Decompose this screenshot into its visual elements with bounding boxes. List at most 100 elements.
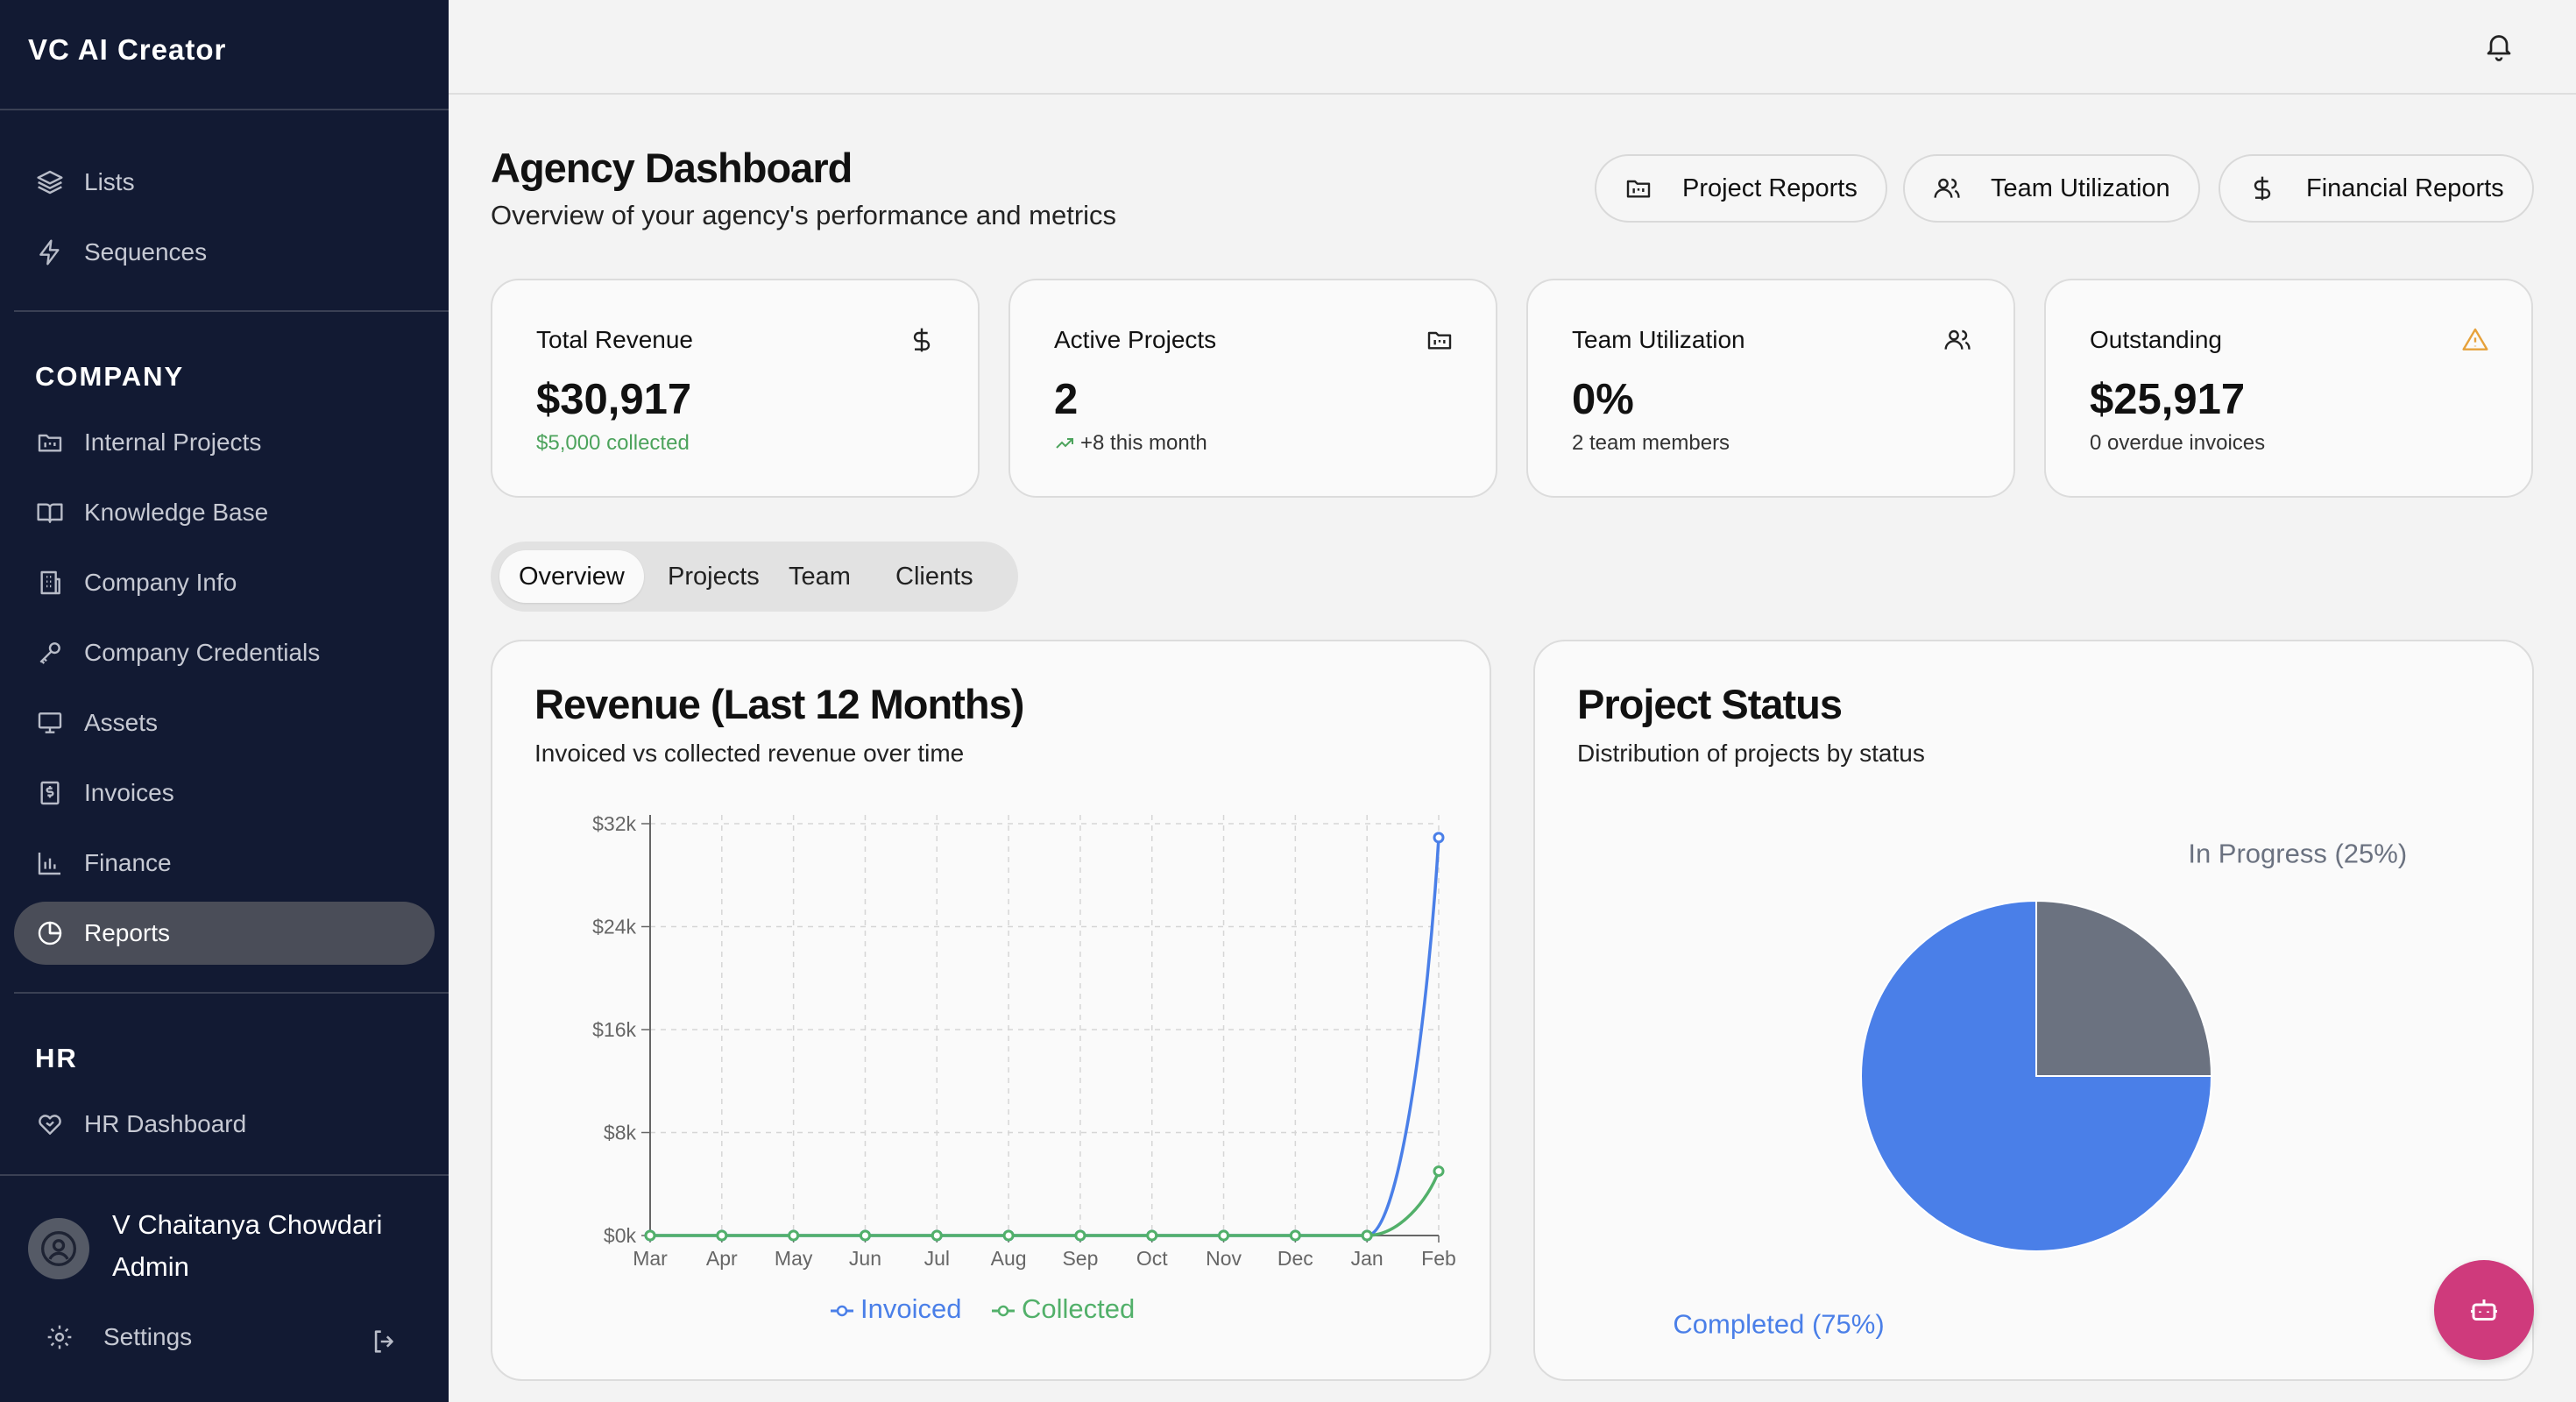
stat-sub: +8 this month bbox=[1054, 431, 1207, 456]
project-status-panel: Project Status Distribution of projects … bbox=[1533, 640, 2534, 1381]
user-name: V Chaitanya Chowdari bbox=[112, 1209, 383, 1240]
sidebar-item-label: Company Credentials bbox=[84, 639, 321, 666]
revenue-subtitle: Invoiced vs collected revenue over time bbox=[534, 740, 965, 767]
pie-slice bbox=[2035, 899, 2213, 1077]
sidebar-item-company-info[interactable]: Company Info bbox=[14, 551, 435, 614]
data-point-collected bbox=[788, 1229, 800, 1242]
sidebar-item-reports[interactable]: Reports bbox=[14, 902, 435, 965]
button-label: Team Utilization bbox=[1991, 173, 2170, 202]
pie-label: In Progress (25%) bbox=[2188, 839, 2407, 869]
stat-value: $25,917 bbox=[2090, 376, 2246, 423]
folder-kanban-icon bbox=[35, 428, 65, 457]
topbar bbox=[449, 0, 2576, 95]
data-point-collected bbox=[644, 1229, 656, 1242]
sidebar-item-label: Lists bbox=[84, 168, 135, 195]
pie-chart-icon bbox=[35, 918, 65, 948]
data-point-collected bbox=[716, 1229, 728, 1242]
revenue-line-chart: $0k $8k $16k $24k $32k Mar Apr May Jun Jul Aug Sep O… bbox=[592, 812, 1456, 1324]
data-point-collected bbox=[859, 1229, 871, 1242]
stat-label: Active Projects bbox=[1054, 326, 1217, 353]
stat-sub: 2 team members bbox=[1572, 431, 1730, 455]
sidebar-item-internal-projects[interactable]: Internal Projects bbox=[14, 411, 435, 474]
team-utilization-button[interactable]: Team Utilization bbox=[1903, 154, 2200, 223]
sidebar-item-label: Invoices bbox=[84, 779, 174, 806]
stat-sub-text: +8 this month bbox=[1080, 431, 1207, 455]
stat-value: $30,917 bbox=[536, 376, 692, 423]
series-line-collected bbox=[650, 1170, 1440, 1237]
sidebar-item-label: Finance bbox=[84, 849, 172, 876]
legend-label: Invoiced bbox=[860, 1293, 961, 1324]
page-subtitle: Overview of your agency's performance an… bbox=[491, 200, 1117, 230]
avatar[interactable] bbox=[28, 1218, 89, 1279]
status-title: Project Status bbox=[1577, 681, 1843, 727]
book-open-icon bbox=[35, 498, 65, 528]
sidebar-divider bbox=[14, 992, 449, 994]
stat-label: Total Revenue bbox=[536, 326, 694, 353]
layers-icon bbox=[35, 167, 65, 197]
sidebar-item-label: Internal Projects bbox=[84, 428, 262, 456]
tab-clients[interactable]: Clients bbox=[895, 563, 973, 591]
y-tick-label: $32k bbox=[592, 812, 636, 835]
bell-icon[interactable] bbox=[2483, 30, 2515, 61]
pie-label: Completed (75%) bbox=[1673, 1308, 1884, 1339]
user-circle-icon bbox=[41, 1231, 76, 1266]
monitor-icon bbox=[35, 708, 65, 738]
x-tick-label: Aug bbox=[991, 1247, 1027, 1270]
revenue-panel: Revenue (Last 12 Months) Invoiced vs col… bbox=[491, 640, 1491, 1381]
legend-marker bbox=[997, 1305, 1009, 1317]
sidebar-item-lists[interactable]: Lists bbox=[14, 151, 435, 214]
folder-kanban-icon bbox=[1626, 180, 1651, 198]
sidebar-item-invoices[interactable]: Invoices bbox=[14, 761, 435, 825]
data-point-collected bbox=[1361, 1229, 1373, 1242]
folder-kanban-icon bbox=[1427, 331, 1452, 350]
series-line-invoiced bbox=[650, 837, 1440, 1237]
data-point-collected bbox=[1289, 1229, 1301, 1242]
section-hr: HR bbox=[35, 1043, 78, 1073]
key-icon bbox=[35, 638, 65, 668]
sidebar: VC AI Creator Lists Sequences COMPANY In… bbox=[0, 0, 449, 1402]
sidebar-item-sequences[interactable]: Sequences bbox=[14, 221, 435, 284]
sidebar-item-label: Knowledge Base bbox=[84, 499, 269, 526]
y-tick-label: $24k bbox=[592, 916, 636, 938]
sidebar-item-finance[interactable]: Finance bbox=[14, 832, 435, 895]
x-tick-label: Sep bbox=[1062, 1247, 1098, 1270]
project-reports-button[interactable]: Project Reports bbox=[1595, 154, 1887, 223]
sidebar-divider bbox=[0, 109, 449, 110]
y-tick-label: $8k bbox=[604, 1122, 637, 1144]
x-tick-label: Jun bbox=[849, 1247, 881, 1270]
sidebar-item-company-credentials[interactable]: Company Credentials bbox=[14, 621, 435, 684]
project-status-pie-chart: In Progress (25%) Completed (75%) bbox=[1673, 839, 2407, 1340]
stat-sub: $5,000 collected bbox=[536, 431, 690, 455]
x-tick-label: Apr bbox=[706, 1247, 738, 1270]
x-tick-label: Dec bbox=[1277, 1247, 1313, 1270]
ai-assistant-button[interactable] bbox=[2434, 1260, 2534, 1360]
data-point-collected bbox=[1002, 1229, 1015, 1242]
sidebar-item-hr-dashboard[interactable]: HR Dashboard bbox=[14, 1093, 435, 1156]
building-icon bbox=[35, 568, 65, 598]
sidebar-divider bbox=[14, 310, 449, 312]
stat-card-outstanding: Outstanding $25,917 0 overdue invoices bbox=[2044, 279, 2533, 498]
page-title: Agency Dashboard bbox=[491, 145, 853, 191]
tab-team[interactable]: Team bbox=[789, 563, 851, 591]
financial-reports-button[interactable]: Financial Reports bbox=[2219, 154, 2534, 223]
sidebar-item-knowledge-base[interactable]: Knowledge Base bbox=[14, 481, 435, 544]
tab-overview[interactable]: Overview bbox=[499, 550, 644, 603]
settings-button[interactable]: Settings bbox=[46, 1323, 192, 1351]
x-tick-label: Oct bbox=[1136, 1247, 1168, 1270]
data-point-collected bbox=[1433, 1165, 1445, 1178]
logout-icon[interactable] bbox=[370, 1327, 400, 1356]
section-company: COMPANY bbox=[35, 361, 185, 392]
x-tick-label: Jul bbox=[924, 1247, 950, 1270]
users-icon bbox=[1944, 329, 1971, 350]
zap-icon bbox=[35, 237, 65, 267]
heart-handshake-icon bbox=[35, 1109, 65, 1139]
sidebar-item-label: Sequences bbox=[84, 238, 208, 266]
tab-projects[interactable]: Projects bbox=[668, 563, 760, 591]
pie-slice bbox=[1860, 899, 2213, 1252]
stat-sub: 0 overdue invoices bbox=[2090, 431, 2266, 455]
status-subtitle: Distribution of projects by status bbox=[1577, 740, 1925, 767]
data-point-invoiced bbox=[1433, 832, 1445, 844]
stat-value: 0% bbox=[1572, 376, 1634, 423]
sidebar-item-assets[interactable]: Assets bbox=[14, 691, 435, 754]
sidebar-item-label: Reports bbox=[84, 919, 171, 946]
